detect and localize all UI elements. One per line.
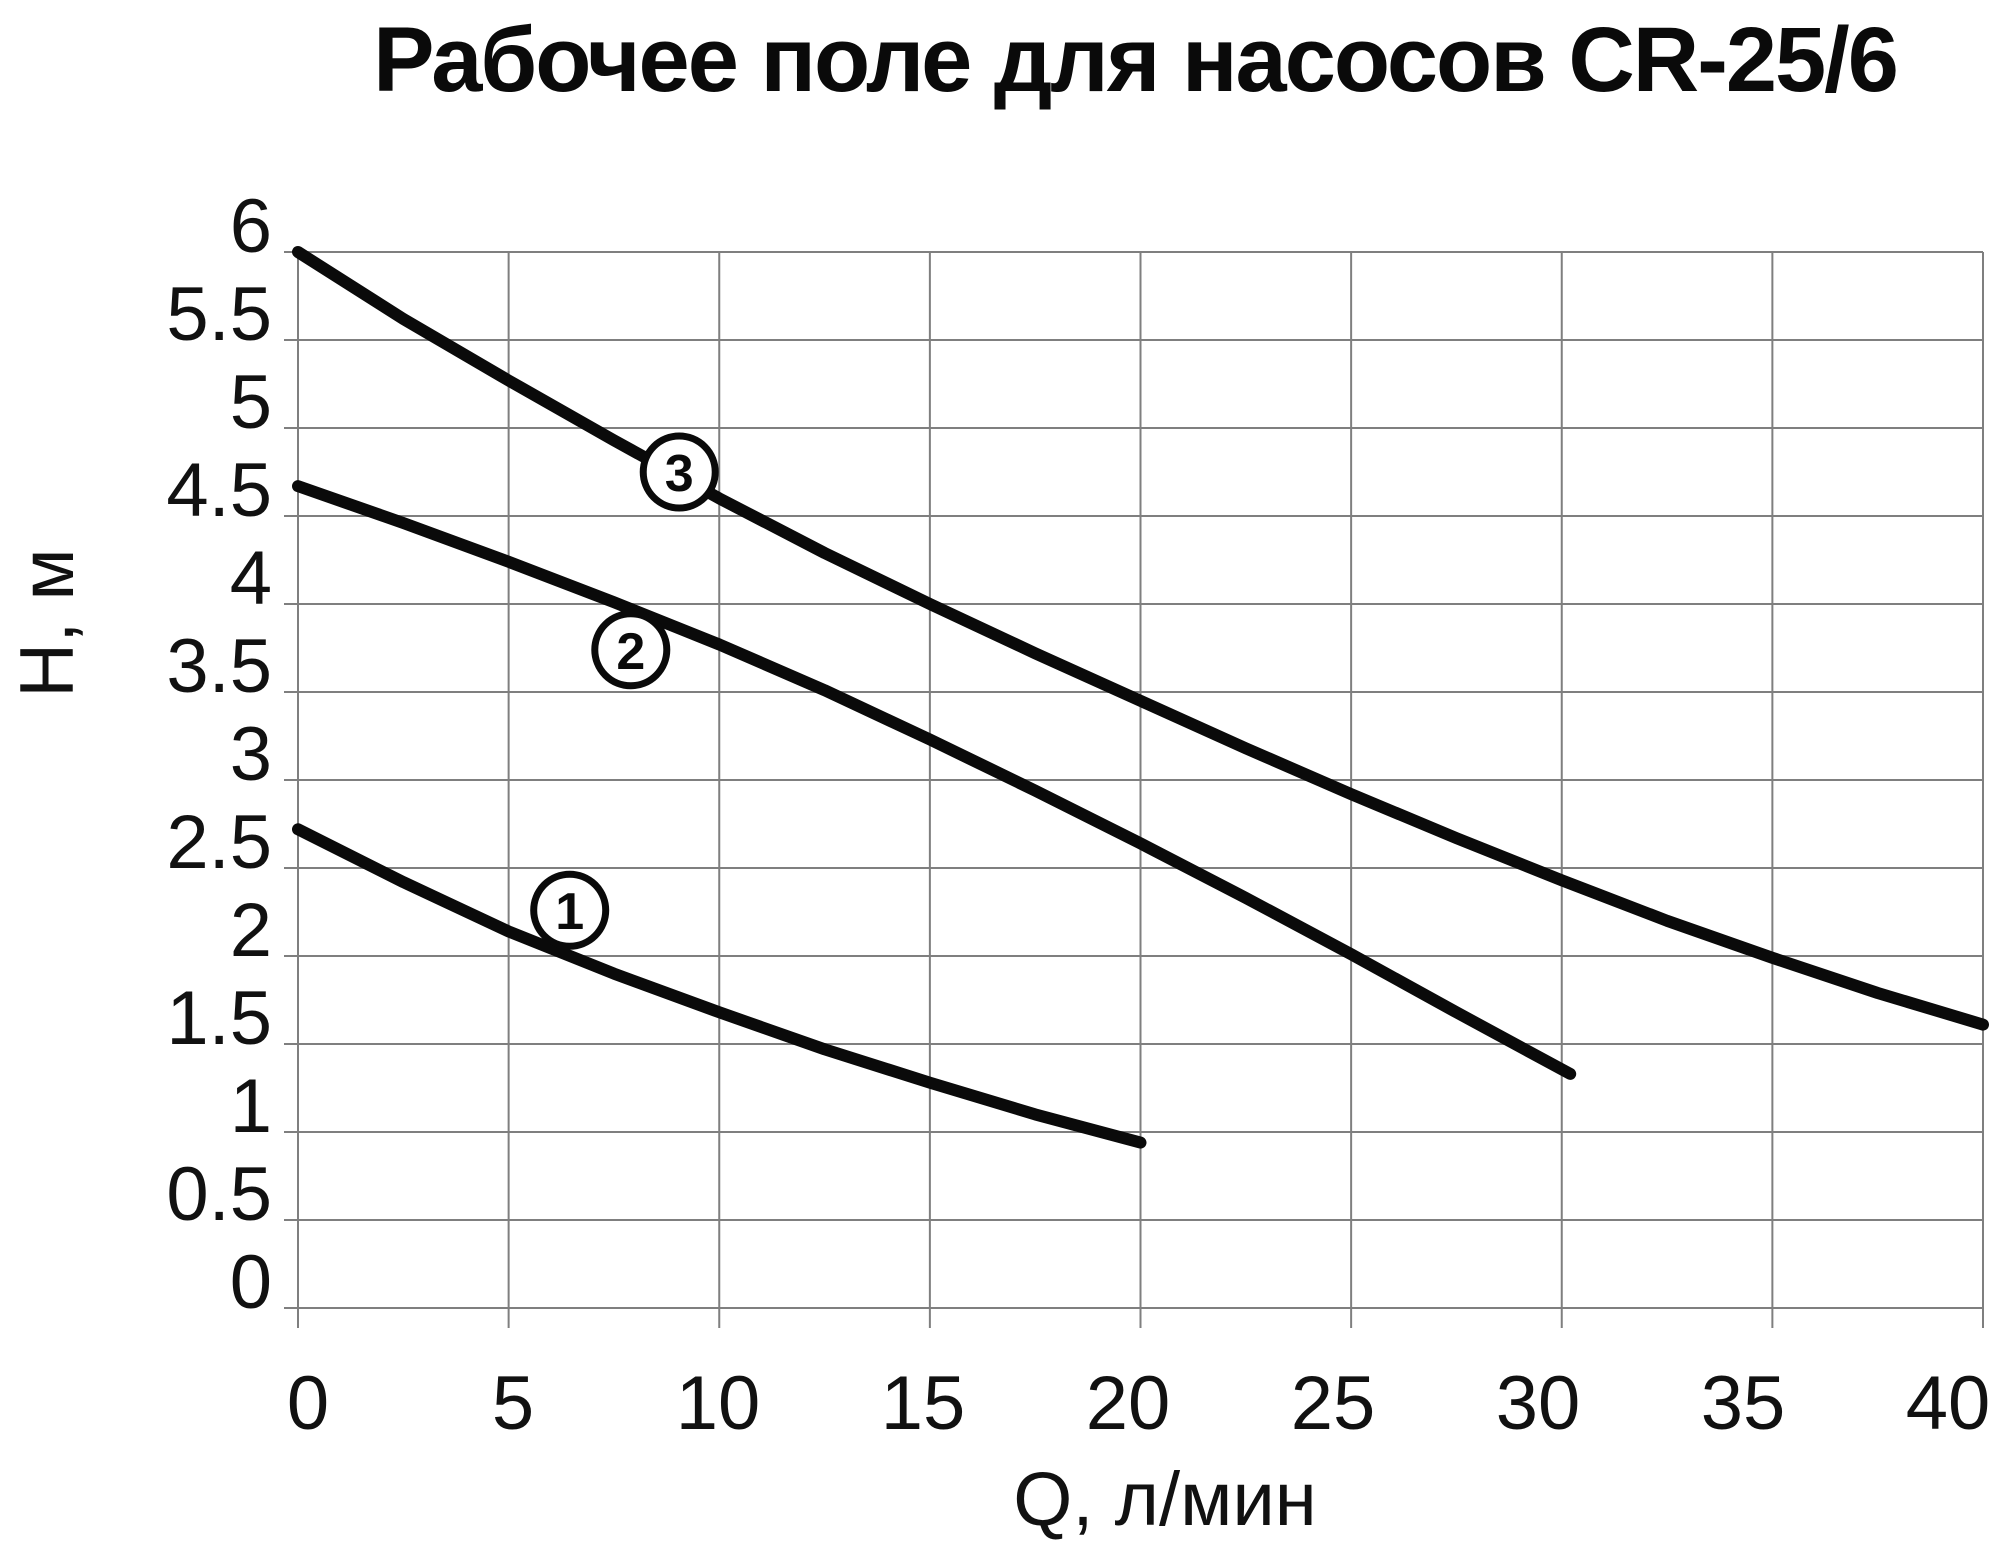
y-tick-label: 2.5 — [166, 800, 272, 885]
badge-3: 3 — [639, 432, 719, 512]
badge-2: 2 — [591, 610, 671, 690]
badge-number: 2 — [616, 623, 645, 681]
y-tick-label: 1.5 — [166, 976, 272, 1061]
y-tick-label: 5.5 — [166, 272, 272, 357]
x-tick-label: 15 — [881, 1361, 966, 1446]
badge-circle — [639, 432, 719, 512]
y-tick-label: 3 — [230, 712, 272, 797]
badge-number: 1 — [555, 883, 584, 941]
x-tick-label: 30 — [1496, 1361, 1581, 1446]
x-tick-label: 25 — [1291, 1361, 1376, 1446]
y-tick-label: 4 — [230, 536, 272, 621]
x-tick-label: 5 — [492, 1361, 534, 1446]
y-tick-label: 4.5 — [166, 448, 272, 533]
curve-3 — [292, 246, 1989, 1031]
curve-2 — [292, 480, 1577, 1080]
x-tick-label: 20 — [1086, 1361, 1171, 1446]
y-axis-label: Н, м — [5, 548, 90, 698]
pump-curves — [292, 246, 1989, 1149]
curve-badges: 1 2 3 — [530, 432, 719, 950]
y-tick-label: 5 — [230, 360, 272, 445]
x-tick-label: 35 — [1701, 1361, 1786, 1446]
x-tick-label: 10 — [676, 1361, 761, 1446]
grid — [284, 251, 1984, 1328]
badge-circle — [591, 610, 671, 690]
tick-labels: 00.511.522.533.544.555.560 5 10 15 20 25 30 35 4… — [166, 184, 1990, 1446]
badge-circle — [530, 870, 610, 950]
x-tick-label: 0 — [287, 1361, 329, 1446]
chart-title: Рабочее поле для насосов CR-25/6 — [373, 9, 1899, 111]
x-tick-label: 40 — [1906, 1361, 1991, 1446]
y-tick-label: 2 — [230, 888, 272, 973]
y-tick-label: 0.5 — [166, 1152, 272, 1237]
badge-1: 1 — [530, 870, 610, 950]
badge-number: 3 — [665, 445, 694, 503]
x-axis-label: Q, л/мин — [1013, 1457, 1317, 1542]
y-tick-label: 6 — [230, 184, 272, 269]
y-tick-label: 3.5 — [166, 624, 272, 709]
y-tick-label: 1 — [230, 1064, 272, 1149]
y-tick-label: 0 — [230, 1240, 272, 1325]
curve-1 — [292, 823, 1147, 1149]
